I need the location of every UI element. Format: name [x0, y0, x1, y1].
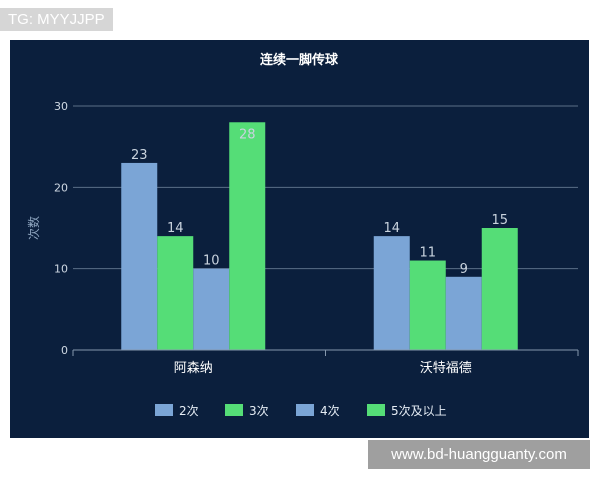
bar-0-2 — [193, 268, 230, 350]
bar-0-0 — [121, 162, 158, 350]
chart-panel: 连续一脚传球 次数 0 10 20 30 23 14 10 28 14 11 9 15 阿森纳 沃特福… — [10, 40, 589, 438]
y-tick-label: 0 — [61, 344, 68, 357]
watermark-url: www.bd-huangguanty.com — [368, 440, 590, 469]
y-axis-label: 次数 — [26, 216, 41, 240]
bar-chart: 连续一脚传球 次数 0 10 20 30 23 14 10 28 14 11 9 15 阿森纳 沃特福… — [26, 52, 579, 418]
legend-label-3: 5次及以上 — [391, 404, 447, 418]
category-label: 沃特福德 — [420, 361, 472, 376]
category-label: 阿森纳 — [174, 361, 213, 376]
data-label: 11 — [419, 246, 436, 261]
y-tick-label: 20 — [54, 181, 68, 194]
y-tick-label: 10 — [54, 263, 68, 276]
legend-swatch-0 — [155, 404, 173, 416]
legend-label-1: 3次 — [249, 404, 269, 418]
x-axis: 阿森纳 沃特福德 — [72, 349, 579, 376]
bar-1-3 — [481, 228, 518, 350]
data-labels: 23 14 10 28 14 11 9 15 — [131, 127, 508, 277]
legend-swatch-2 — [296, 404, 314, 416]
data-label: 9 — [460, 262, 468, 277]
bar-0-1 — [157, 236, 194, 350]
bar-0-3 — [229, 122, 266, 351]
data-label: 14 — [167, 221, 184, 236]
data-label: 14 — [383, 221, 400, 236]
y-axis-ticks: 0 10 20 30 — [54, 100, 68, 357]
bars — [121, 122, 518, 351]
data-label: 23 — [131, 148, 148, 163]
data-label: 28 — [239, 127, 256, 142]
watermark-tg: TG: MYYJJPP — [0, 8, 113, 31]
legend-swatch-3 — [367, 404, 385, 416]
legend-label-0: 2次 — [179, 404, 199, 418]
data-label: 10 — [203, 254, 220, 269]
legend: 2次 3次 4次 5次及以上 — [155, 404, 447, 418]
bar-1-1 — [409, 260, 446, 350]
y-tick-label: 30 — [54, 100, 68, 113]
bar-1-2 — [445, 276, 482, 350]
legend-swatch-1 — [225, 404, 243, 416]
data-label: 15 — [491, 213, 508, 228]
chart-title: 连续一脚传球 — [260, 52, 339, 68]
bar-1-0 — [373, 236, 410, 350]
legend-label-2: 4次 — [320, 404, 340, 418]
